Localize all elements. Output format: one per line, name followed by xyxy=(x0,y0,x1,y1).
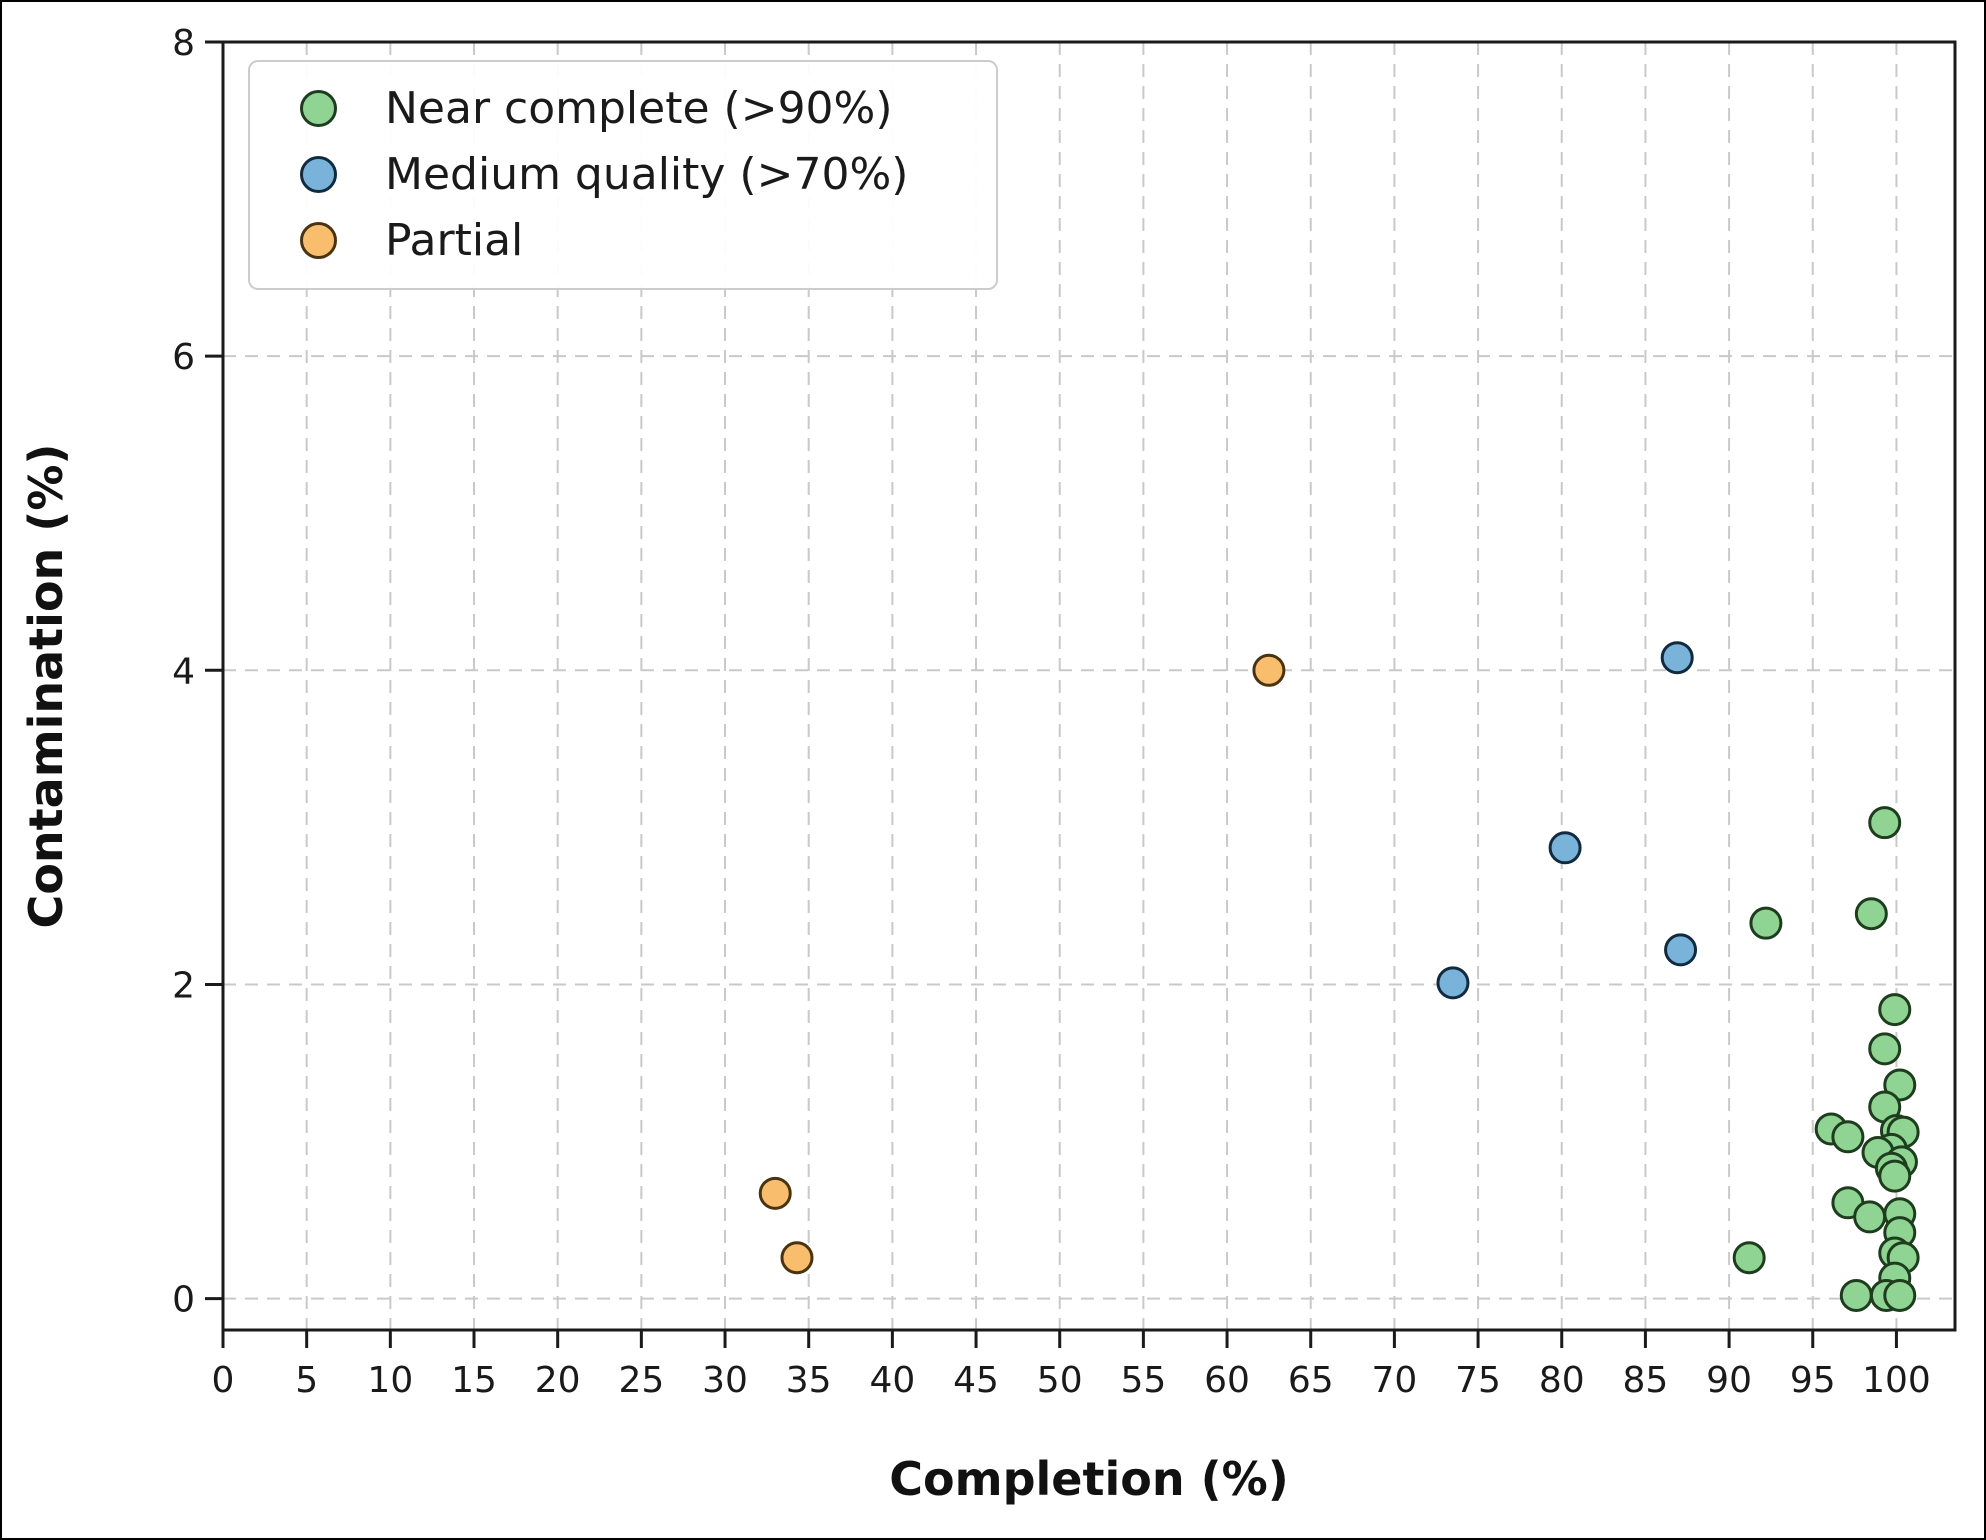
scatter-point-series-1 xyxy=(1436,966,1470,1000)
scatter-point-series-0 xyxy=(1839,1278,1873,1312)
scatter-point-series-0 xyxy=(1749,906,1783,940)
scatter-point-series-1 xyxy=(1664,933,1698,967)
y-tick-label: 8 xyxy=(172,23,195,64)
x-tick-label: 25 xyxy=(618,1360,664,1401)
x-tick-label: 65 xyxy=(1288,1360,1334,1401)
scatter-point-series-0 xyxy=(1883,1278,1917,1312)
x-tick-label: 50 xyxy=(1037,1360,1083,1401)
scatter-point-series-0 xyxy=(1853,1200,1887,1234)
scatter-point-series-0 xyxy=(1878,993,1912,1027)
x-tick-label: 60 xyxy=(1204,1360,1250,1401)
legend-item-near-complete: Near complete (>90%) xyxy=(300,82,986,134)
x-tick-label: 30 xyxy=(702,1360,748,1401)
y-tick-label: 2 xyxy=(172,965,195,1006)
x-tick-label: 20 xyxy=(535,1360,581,1401)
x-tick-label: 80 xyxy=(1539,1360,1585,1401)
x-tick-label: 40 xyxy=(869,1360,915,1401)
scatter-point-series-1 xyxy=(1660,641,1694,675)
legend-marker-medium-quality-icon xyxy=(300,156,337,194)
x-tick-label: 35 xyxy=(786,1360,832,1401)
scatter-point-series-0 xyxy=(1831,1120,1865,1154)
x-tick-label: 55 xyxy=(1120,1360,1166,1401)
x-tick-label: 90 xyxy=(1706,1360,1752,1401)
legend: Near complete (>90%) Medium quality (>70… xyxy=(248,60,998,290)
scatter-point-series-0 xyxy=(1732,1241,1766,1275)
scatter-point-series-2 xyxy=(1252,653,1286,687)
scatter-point-series-2 xyxy=(780,1241,814,1275)
scatter-point-series-2 xyxy=(758,1176,792,1210)
y-tick-label: 6 xyxy=(172,337,195,378)
y-tick-label: 4 xyxy=(172,651,195,692)
x-tick-label: 45 xyxy=(953,1360,999,1401)
x-tick-label: 85 xyxy=(1623,1360,1669,1401)
legend-marker-near-complete-icon xyxy=(300,90,337,128)
x-tick-label: 95 xyxy=(1790,1360,1836,1401)
x-tick-label: 100 xyxy=(1862,1360,1931,1401)
x-tick-label: 0 xyxy=(212,1360,235,1401)
legend-item-partial: Partial xyxy=(300,214,986,266)
scatter-point-series-0 xyxy=(1868,806,1902,840)
y-tick-label: 0 xyxy=(172,1280,195,1321)
plot-border xyxy=(221,40,1957,1332)
scatter-point-series-1 xyxy=(1548,831,1582,865)
x-tick-label: 10 xyxy=(367,1360,413,1401)
legend-label-near-complete: Near complete (>90%) xyxy=(385,82,893,134)
scatter-point-series-0 xyxy=(1854,897,1888,931)
x-tick-label: 5 xyxy=(295,1360,318,1401)
legend-label-medium-quality: Medium quality (>70%) xyxy=(385,148,909,200)
legend-label-partial: Partial xyxy=(385,214,524,266)
x-axis-title: Completion (%) xyxy=(889,1452,1289,1506)
x-tick-label: 75 xyxy=(1455,1360,1501,1401)
x-tick-label: 15 xyxy=(451,1360,497,1401)
legend-marker-partial-icon xyxy=(300,222,337,260)
scatter-point-series-0 xyxy=(1868,1032,1902,1066)
y-axis-title: Contamination (%) xyxy=(19,443,73,929)
x-tick-label: 70 xyxy=(1371,1360,1417,1401)
scatter-point-series-0 xyxy=(1878,1159,1912,1193)
legend-item-medium-quality: Medium quality (>70%) xyxy=(300,148,986,200)
